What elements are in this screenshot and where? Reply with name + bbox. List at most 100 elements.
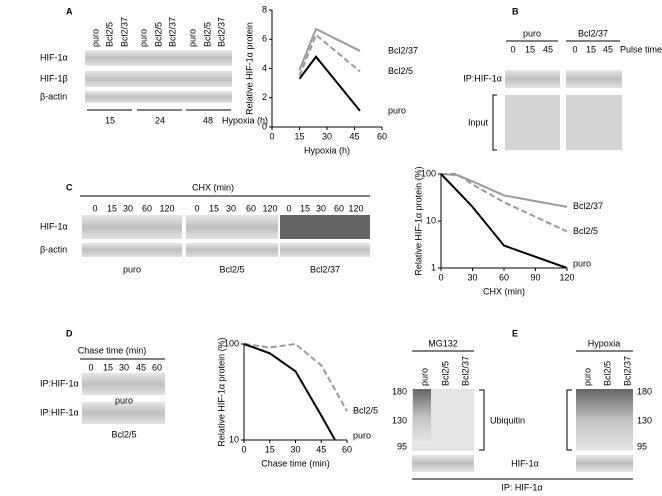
- marker-label: 130: [637, 415, 652, 425]
- series-line: [441, 173, 568, 208]
- blot: [85, 71, 232, 87]
- time-label: 48: [203, 115, 213, 125]
- series-label: Bcl2/5: [353, 405, 378, 415]
- lane-label: puro: [582, 368, 592, 386]
- lane-label: 120: [262, 203, 277, 213]
- blot: [280, 215, 370, 239]
- marker-label: 95: [397, 441, 407, 451]
- blot: [82, 243, 182, 257]
- blot: [280, 243, 370, 257]
- lane-label: puro: [187, 29, 197, 47]
- lane-label: 15: [586, 44, 596, 54]
- blot: [186, 215, 278, 239]
- group-label: Bcl2/5: [111, 429, 136, 439]
- series-line: [298, 55, 361, 112]
- x-tick-label: 30: [467, 272, 477, 282]
- blot: [85, 50, 232, 66]
- bracket-label: Ubiquitin: [490, 415, 525, 425]
- series-line: [298, 27, 361, 71]
- blot: [186, 243, 278, 257]
- x-tick-label: 30: [290, 444, 300, 454]
- lane-label: Bcl2/5: [202, 22, 212, 47]
- y-tick-label: 6: [262, 34, 267, 44]
- x-tick-label: 0: [241, 444, 246, 454]
- x-tick-label: 0: [438, 272, 443, 282]
- marker-label: 130: [392, 415, 407, 425]
- marker-label: 95: [637, 441, 647, 451]
- lane-label: puro: [419, 368, 429, 386]
- group-label: puro: [523, 28, 541, 38]
- series-label: puro: [573, 258, 591, 268]
- series-line: [441, 173, 568, 268]
- panel-label: B: [512, 6, 519, 16]
- x-axis-label: CHX (min): [483, 286, 525, 296]
- lane-label: 45: [136, 362, 146, 372]
- y-tick-label: 4: [262, 63, 267, 73]
- blot: [82, 402, 165, 424]
- lane-label: 60: [152, 362, 162, 372]
- x-tick-label: 60: [342, 444, 352, 454]
- x-tick-label: 60: [499, 272, 509, 282]
- lane-label: 15: [525, 44, 535, 54]
- lane-label: 0: [92, 203, 97, 213]
- row-label: β-actin: [40, 244, 67, 254]
- lane-label: 45: [543, 44, 553, 54]
- lane-label: 120: [348, 203, 363, 213]
- group-label: puro: [123, 264, 141, 274]
- lane-label: Bcl2/5: [602, 361, 612, 386]
- blot: [566, 95, 622, 150]
- row-label: HIF-1α: [40, 52, 68, 62]
- blot: [82, 215, 182, 239]
- lane-label: 60: [142, 203, 152, 213]
- blot: [85, 91, 232, 103]
- group-label: Bcl2/5: [219, 264, 244, 274]
- lane-label: Bcl2/5: [153, 22, 163, 47]
- blot: [576, 389, 633, 451]
- footer-label: IP: HIF-1α: [501, 482, 542, 492]
- y-tick-label: 2: [262, 92, 267, 102]
- y-tick-label: 10: [229, 434, 239, 444]
- group-label: puro: [115, 395, 133, 405]
- blot: [82, 373, 165, 395]
- lane-label: Bcl2/37: [216, 17, 226, 47]
- y-axis-label: Relative HIF-1α protein (%): [216, 337, 226, 446]
- panel-label: D: [66, 328, 73, 338]
- row-label: HIF-1α: [511, 458, 539, 468]
- lane-label: 0: [572, 44, 577, 54]
- blot: [505, 70, 560, 88]
- series-line: [244, 342, 348, 412]
- lane-label: 120: [159, 203, 174, 213]
- series-label: puro: [388, 105, 406, 115]
- group-label: Bcl2/37: [578, 28, 608, 38]
- x-tick-label: 45: [316, 444, 326, 454]
- blot-images: [82, 50, 633, 472]
- lane-label: 15: [300, 203, 310, 213]
- lane-label: 60: [246, 203, 256, 213]
- lane-label: puro: [138, 29, 148, 47]
- axis-label: Hypoxia (h): [222, 115, 268, 125]
- lane-label: 30: [316, 203, 326, 213]
- row-label: HIF-1α: [40, 221, 68, 231]
- group-label: Hypoxia: [588, 338, 621, 348]
- lane-label: 30: [123, 203, 133, 213]
- lane-label: 0: [194, 203, 199, 213]
- lane-label: puro: [90, 29, 100, 47]
- x-tick-label: 15: [294, 131, 304, 141]
- x-tick-label: 15: [265, 444, 275, 454]
- series-label: Bcl2/37: [388, 45, 418, 55]
- blot: [412, 455, 474, 472]
- lane-label: 0: [510, 44, 515, 54]
- blot: [566, 70, 622, 88]
- row-label: IP:HIF-1α: [40, 378, 79, 388]
- panel-label: A: [66, 6, 73, 16]
- series-label: Bcl2/37: [573, 201, 603, 211]
- lane-label: 0: [88, 362, 93, 372]
- axis-label: Pulse time (min): [620, 44, 662, 54]
- group-label: Bcl2/37: [310, 264, 340, 274]
- lane-label: Bcl2/37: [167, 17, 177, 47]
- x-tick-label: 120: [559, 272, 574, 282]
- y-tick-label: 100: [224, 338, 239, 348]
- lane-label: 15: [103, 362, 113, 372]
- y-tick-label: 8: [262, 4, 267, 14]
- marker-label: 180: [637, 386, 652, 396]
